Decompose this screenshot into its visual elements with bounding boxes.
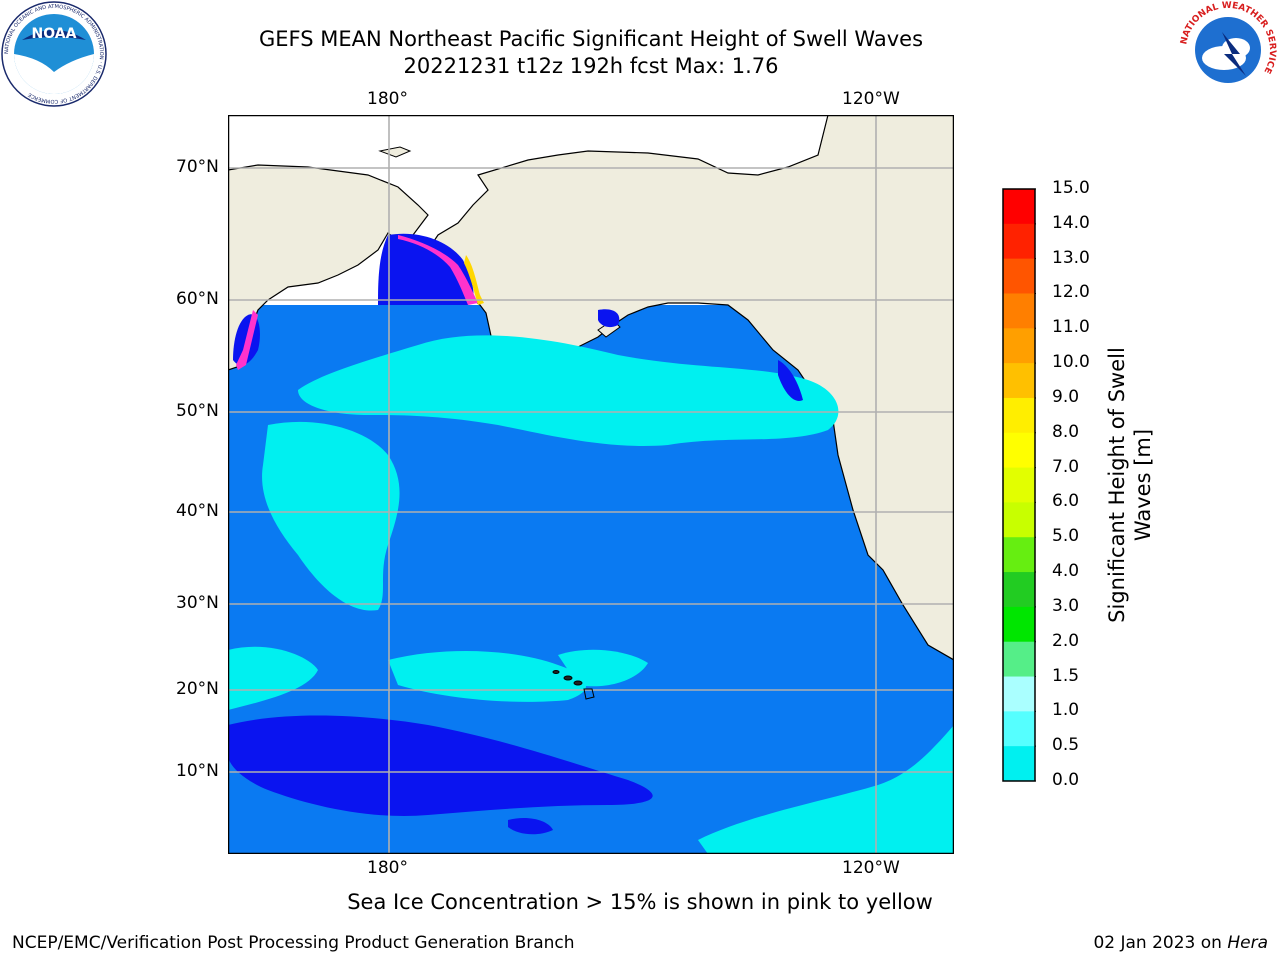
colorbar-segment bbox=[1003, 432, 1035, 469]
colorbar-tick-label: 12.0 bbox=[1052, 282, 1090, 303]
colorbar-frame bbox=[1002, 188, 1036, 782]
footer-host: Hera bbox=[1227, 933, 1268, 953]
colorbar-segment bbox=[1003, 606, 1035, 643]
nws-logo: NATIONAL WEATHER SERVICE bbox=[1179, 1, 1277, 98]
lat-label-30n: 30°N bbox=[176, 593, 219, 613]
chart-title: GEFS MEAN Northeast Pacific Significant … bbox=[258, 27, 924, 51]
colorbar-segment bbox=[1003, 676, 1035, 712]
colorbar-tick-label: 11.0 bbox=[1052, 317, 1090, 338]
lon-label-top-120w: 120°W bbox=[842, 89, 900, 109]
noaa-logo: NATIONAL OCEANIC AND ATMOSPHERIC ADMINIS… bbox=[1, 1, 107, 107]
colorbar-segment bbox=[1003, 328, 1035, 364]
map-panel bbox=[228, 115, 954, 854]
swell-1.0-1.5-regions bbox=[228, 335, 954, 854]
colorbar bbox=[1002, 188, 1036, 782]
colorbar-tick-label: 9.0 bbox=[1052, 386, 1080, 407]
land-island-wrangel bbox=[378, 146, 412, 158]
swell-0.0-0.5-regions bbox=[228, 233, 803, 835]
noaa-logo-text: NOAA bbox=[32, 26, 77, 42]
colorbar-tick-label: 2.0 bbox=[1052, 630, 1080, 651]
colorbar-segment bbox=[1003, 467, 1035, 503]
colorbar-segment bbox=[1003, 258, 1035, 294]
footer-date: 02 Jan 2023 on Hera bbox=[1093, 933, 1268, 953]
lon-label-top-180: 180° bbox=[367, 89, 408, 109]
lat-label-70n: 70°N bbox=[176, 157, 219, 177]
chart-subtitle: 20221231 t12z 192h fcst Max: 1.76 bbox=[403, 54, 779, 78]
footer-date-text: 02 Jan 2023 on bbox=[1093, 933, 1228, 953]
colorbar-segment bbox=[1003, 293, 1035, 329]
colorbar-segment bbox=[1003, 189, 1035, 225]
colorbar-tick-label: 6.0 bbox=[1052, 491, 1080, 512]
graticule bbox=[228, 115, 954, 854]
colorbar-segment bbox=[1003, 537, 1035, 573]
lon-label-bottom-180: 180° bbox=[367, 858, 408, 878]
lat-label-10n: 10°N bbox=[176, 761, 219, 781]
colorbar-label: Significant Height of Swell Waves [m] bbox=[1105, 347, 1155, 623]
lat-label-20n: 20°N bbox=[176, 679, 219, 699]
map-frame bbox=[228, 115, 954, 854]
colorbar-segment bbox=[1003, 641, 1035, 678]
colorbar-tick-label: 0.5 bbox=[1052, 735, 1080, 756]
colorbar-tick-label: 4.0 bbox=[1052, 561, 1080, 582]
colorbar-segment bbox=[1003, 746, 1035, 782]
colorbar-tick-label: 7.0 bbox=[1052, 456, 1080, 477]
colorbar-segment bbox=[1003, 363, 1035, 399]
colorbar-tick-label: 13.0 bbox=[1052, 247, 1090, 268]
colorbar-tick-label: 10.0 bbox=[1052, 352, 1090, 373]
lat-label-60n: 60°N bbox=[176, 289, 219, 309]
sea-ice-note: Sea Ice Concentration > 15% is shown in … bbox=[347, 890, 933, 914]
colorbar-tick-label: 14.0 bbox=[1052, 212, 1090, 233]
colorbar-segment bbox=[1003, 572, 1035, 608]
lat-label-50n: 50°N bbox=[176, 401, 219, 421]
colorbar-segment bbox=[1003, 502, 1035, 538]
footer-producer: NCEP/EMC/Verification Post Processing Pr… bbox=[12, 933, 575, 953]
colorbar-tick-label: 0.0 bbox=[1052, 770, 1080, 790]
colorbar-tick-label: 3.0 bbox=[1052, 595, 1080, 616]
colorbar-tick-label: 15.0 bbox=[1052, 178, 1090, 198]
colorbar-segment bbox=[1003, 711, 1035, 747]
colorbar-tick-label: 5.0 bbox=[1052, 526, 1080, 547]
lat-label-40n: 40°N bbox=[176, 501, 219, 521]
colorbar-segment bbox=[1003, 223, 1035, 260]
colorbar-tick-label: 1.0 bbox=[1052, 700, 1080, 721]
sea-ice-edge-bering bbox=[398, 235, 478, 305]
lon-label-bottom-120w: 120°W bbox=[842, 858, 900, 878]
hawaii-islands bbox=[552, 670, 595, 700]
colorbar-tick-label: 1.5 bbox=[1052, 665, 1080, 686]
colorbar-segment bbox=[1003, 397, 1035, 434]
sea-ice-edge-bering-yellow bbox=[464, 255, 484, 305]
sea-ice-edge-russia bbox=[236, 310, 258, 370]
colorbar-tick-label: 8.0 bbox=[1052, 421, 1080, 442]
